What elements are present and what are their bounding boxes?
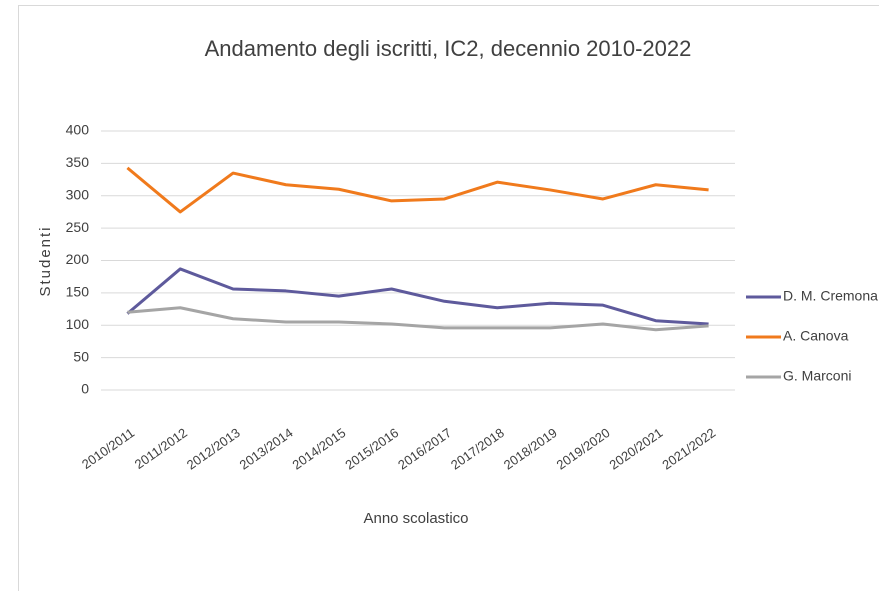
series-line — [126, 267, 709, 326]
y-tick-label: 250 — [66, 219, 90, 235]
y-tick-label: 100 — [66, 316, 90, 332]
chart-title: Andamento degli iscritti, IC2, decennio … — [205, 36, 692, 61]
y-tick-label: 150 — [66, 284, 90, 300]
chart-border — [18, 5, 879, 591]
series-line — [127, 306, 709, 332]
legend-label: A. Canova — [783, 328, 849, 344]
y-tick-label: 300 — [66, 186, 90, 202]
y-tick-label: 350 — [66, 154, 90, 170]
legend-label: D. M. Cremona — [783, 288, 878, 304]
y-tick-label: 400 — [66, 122, 90, 138]
y-axis-title: Studenti — [37, 225, 54, 296]
x-axis-title: Anno scolastico — [363, 510, 468, 527]
y-tick-label: 200 — [66, 251, 90, 267]
legend-label: G. Marconi — [783, 368, 851, 384]
series-line — [126, 166, 709, 214]
y-tick-label: 50 — [73, 348, 89, 364]
y-tick-label: 0 — [81, 381, 89, 397]
